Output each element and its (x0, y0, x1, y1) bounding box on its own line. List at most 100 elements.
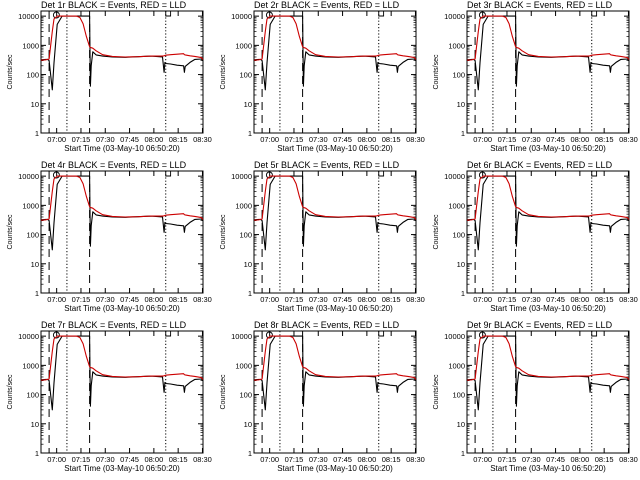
y-axis-label: Counts/sec (220, 54, 227, 90)
plot-frame (40, 330, 204, 454)
y-tick-label: 100 (26, 71, 39, 80)
bracket-marker-icon (591, 11, 598, 17)
x-tick-label: 07:15 (498, 295, 517, 304)
x-axis-label: Start Time (03-May-10 06:50:20) (64, 304, 180, 313)
x-tick-label: 07:00 (47, 295, 66, 304)
events-series-line (253, 175, 417, 251)
y-tick-label: 100 (239, 391, 252, 400)
lld-series-line (253, 335, 417, 381)
x-tick-label: 07:00 (47, 455, 66, 464)
y-axis-label: Counts/sec (220, 214, 227, 250)
bracket-marker-icon (591, 331, 598, 337)
plot-frame (40, 170, 204, 294)
y-tick-label: 10 (457, 100, 465, 109)
panel-title: Det 2r BLACK = Events, RED = LLD (254, 0, 400, 10)
y-tick-label: 1000 (22, 361, 39, 370)
bracket-marker-icon (378, 171, 385, 177)
bracket-marker-icon (165, 331, 172, 337)
y-tick-label: 10 (457, 260, 465, 269)
lld-series-line (466, 15, 630, 61)
bracket-marker-icon (165, 171, 172, 177)
circle-marker-icon (478, 171, 486, 179)
y-tick-label: 1000 (22, 41, 39, 50)
y-axis-label: Counts/sec (220, 374, 227, 410)
events-series-line (253, 335, 417, 411)
x-axis-label: Start Time (03-May-10 06:50:20) (490, 464, 606, 473)
y-tick-label: 10000 (444, 332, 465, 341)
x-tick-label: 08:00 (357, 295, 376, 304)
events-series-line (40, 175, 204, 251)
plot-frame (466, 330, 630, 454)
x-tick-label: 07:30 (96, 455, 115, 464)
lld-series-line (40, 175, 204, 221)
y-tick-label: 1000 (235, 361, 252, 370)
x-tick-label: 08:00 (357, 135, 376, 144)
y-tick-label: 10000 (231, 332, 252, 341)
y-tick-label: 10 (244, 260, 252, 269)
y-tick-label: 1 (35, 289, 39, 298)
y-tick-label: 10 (31, 260, 39, 269)
panel-title: Det 6r BLACK = Events, RED = LLD (467, 160, 613, 170)
x-tick-label: 07:45 (120, 135, 139, 144)
y-tick-label: 1 (35, 129, 39, 138)
plot-frame (253, 330, 417, 454)
x-tick-label: 08:15 (169, 455, 188, 464)
x-tick-label: 08:15 (169, 135, 188, 144)
x-tick-label: 07:00 (260, 455, 279, 464)
x-axis-label: Start Time (03-May-10 06:50:20) (277, 464, 393, 473)
x-axis-label: Start Time (03-May-10 06:50:20) (277, 304, 393, 313)
x-axis-label: Start Time (03-May-10 06:50:20) (277, 144, 393, 153)
x-tick-label: 07:15 (498, 455, 517, 464)
x-tick-label: 07:45 (546, 455, 565, 464)
y-tick-label: 10000 (18, 332, 39, 341)
y-tick-label: 10000 (18, 172, 39, 181)
x-tick-label: 08:30 (619, 455, 638, 464)
x-tick-label: 08:00 (570, 455, 589, 464)
detector-panel: Det 3r BLACK = Events, RED = LLD 1 10 100 10… (433, 0, 638, 153)
x-tick-label: 07:15 (72, 135, 91, 144)
y-tick-label: 1000 (448, 201, 465, 210)
x-tick-label: 07:45 (333, 135, 352, 144)
x-tick-label: 08:00 (144, 295, 163, 304)
y-tick-label: 100 (452, 71, 465, 80)
x-tick-label: 07:15 (72, 455, 91, 464)
x-tick-label: 07:30 (522, 295, 541, 304)
y-tick-label: 1000 (448, 41, 465, 50)
bracket-marker-icon (165, 11, 172, 17)
x-tick-label: 08:15 (382, 455, 401, 464)
x-tick-label: 07:30 (522, 135, 541, 144)
x-tick-label: 07:45 (333, 295, 352, 304)
x-tick-label: 07:45 (120, 295, 139, 304)
x-tick-label: 07:45 (120, 455, 139, 464)
y-tick-label: 10 (244, 100, 252, 109)
circle-marker-icon (265, 11, 273, 19)
bracket-marker-icon (591, 171, 598, 177)
x-tick-label: 08:30 (406, 295, 425, 304)
x-tick-label: 07:15 (498, 135, 517, 144)
lld-series-line (253, 15, 417, 61)
x-tick-label: 08:30 (193, 295, 212, 304)
events-series-line (466, 335, 630, 411)
y-tick-label: 100 (239, 71, 252, 80)
panel-title: Det 8r BLACK = Events, RED = LLD (254, 320, 400, 330)
panel-title: Det 3r BLACK = Events, RED = LLD (467, 0, 613, 10)
panel-title: Det 7r BLACK = Events, RED = LLD (41, 320, 187, 330)
y-tick-label: 1 (461, 449, 465, 458)
x-tick-label: 08:15 (382, 135, 401, 144)
x-tick-label: 08:00 (144, 455, 163, 464)
x-tick-label: 08:30 (193, 455, 212, 464)
y-axis-label: Counts/sec (433, 374, 440, 410)
bracket-marker-icon (378, 331, 385, 337)
y-tick-label: 10 (31, 100, 39, 109)
x-tick-label: 08:00 (570, 135, 589, 144)
lld-series-line (466, 175, 630, 221)
circle-marker-icon (265, 171, 273, 179)
x-tick-label: 07:15 (285, 455, 304, 464)
x-tick-label: 07:15 (285, 135, 304, 144)
detector-panel: Det 1r BLACK = Events, RED = LLD 1 10 100 10… (7, 0, 212, 153)
x-tick-label: 07:00 (473, 455, 492, 464)
y-tick-label: 1000 (448, 361, 465, 370)
x-tick-label: 07:30 (96, 135, 115, 144)
events-series-line (40, 335, 204, 411)
panel-title: Det 9r BLACK = Events, RED = LLD (467, 320, 613, 330)
